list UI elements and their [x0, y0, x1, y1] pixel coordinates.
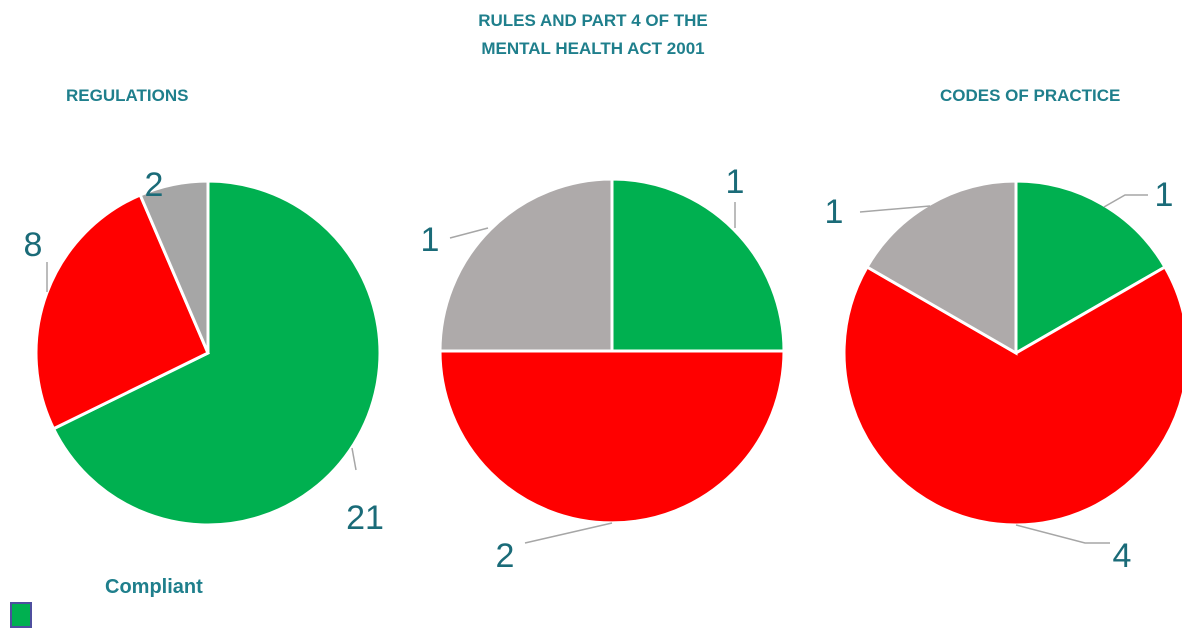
pie-chart-2: 1 2 1 [421, 163, 786, 575]
data-label: 2 [496, 537, 515, 575]
pie-slice [438, 349, 786, 525]
data-label: 1 [1155, 176, 1174, 214]
leader-line [1015, 524, 1110, 544]
data-label: 8 [24, 226, 43, 264]
data-label: 21 [346, 499, 384, 537]
leader-line [351, 447, 357, 471]
pie-chart-3: 1 4 1 [825, 176, 1182, 575]
pie-chart-1: 21 8 2 [24, 166, 384, 537]
pie-slice [1014, 179, 1168, 356]
chart-title-regulations: REGULATIONS [66, 86, 189, 105]
leader-line [1103, 194, 1148, 208]
legend-label-compliant: Compliant [105, 576, 203, 598]
legend-swatch-compliant [10, 602, 32, 628]
chart-title-rules: RULES AND PART 4 OF THE MENTAL HEALTH AC… [478, 11, 708, 58]
pie-slice [438, 177, 614, 353]
data-label: 4 [1113, 537, 1132, 575]
leader-line [524, 522, 613, 544]
pie-slice [610, 177, 786, 353]
leader-line [449, 227, 489, 239]
pie-slice [138, 179, 210, 354]
data-label: 2 [145, 166, 164, 204]
data-label: 1 [726, 163, 745, 201]
chart-title-codes: CODES OF PRACTICE [940, 86, 1121, 105]
pie-slice [864, 179, 1018, 356]
leader-line [859, 205, 931, 213]
pie-slice [51, 179, 382, 527]
data-label: 1 [825, 193, 844, 231]
data-label: 1 [421, 221, 440, 259]
